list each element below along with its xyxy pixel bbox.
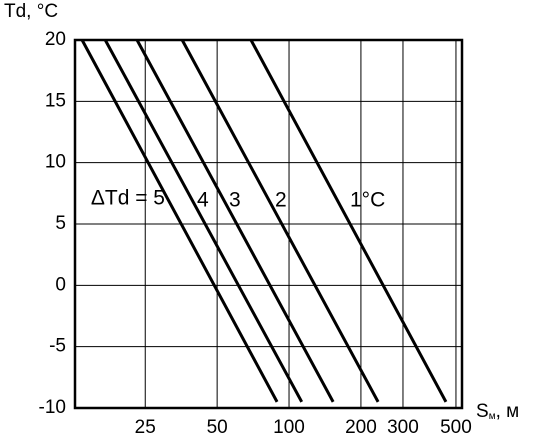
y-tick-label: 20: [45, 29, 66, 50]
x-tick-label: 100: [273, 417, 305, 438]
y-tick-label: 5: [55, 213, 66, 234]
y-tick-label: 0: [55, 274, 66, 295]
x-tick-label: 200: [345, 417, 377, 438]
data-line: [80, 39, 279, 403]
x-tick-label: 25: [135, 417, 156, 438]
data-line: [103, 39, 304, 403]
x-axis-title: Sм, м: [476, 401, 519, 422]
plot-frame: [73, 38, 464, 410]
line-label: ΔTd = 5: [91, 187, 165, 210]
x-axis-title-unit: , м: [496, 401, 520, 422]
data-line: [135, 39, 335, 403]
data-line: [249, 39, 448, 403]
data-line: [180, 39, 380, 403]
line-label: 1°C: [350, 189, 385, 212]
x-tick-label: 500: [440, 417, 472, 438]
y-axis-title: Td, °C: [4, 1, 58, 22]
line-label: 4: [197, 189, 209, 212]
x-tick-label: 50: [207, 417, 228, 438]
y-tick-label: 15: [45, 90, 66, 111]
x-tick-label: 300: [387, 417, 419, 438]
x-axis-title-main: S: [476, 401, 489, 422]
line-label: 2: [275, 189, 287, 212]
y-tick-label: -10: [39, 397, 66, 418]
y-tick-label: 10: [45, 152, 66, 173]
x-axis-title-sub: м: [489, 411, 496, 422]
y-tick-label: -5: [49, 336, 66, 357]
line-label: 3: [229, 189, 241, 212]
